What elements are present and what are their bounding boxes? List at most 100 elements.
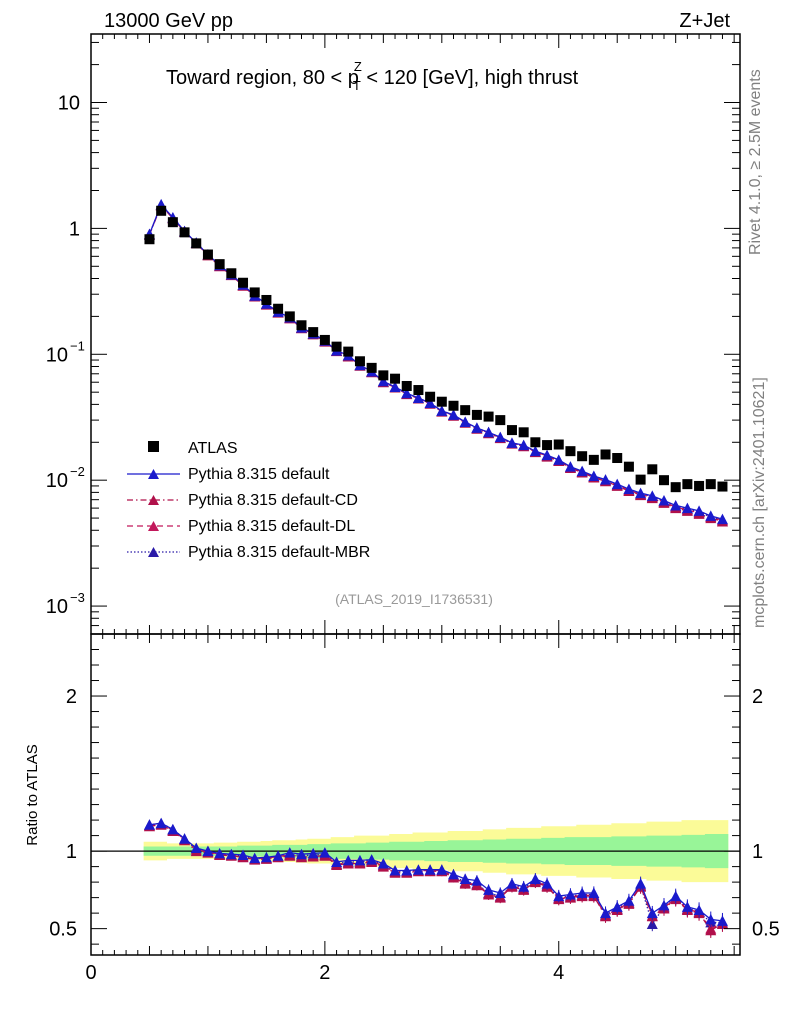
ratio-marker-default — [190, 842, 202, 853]
y-tick-label: 10 — [46, 344, 68, 366]
marker-default — [588, 470, 600, 481]
ratio-marker-default — [202, 845, 214, 857]
x-tick-label: 4 — [553, 962, 564, 984]
y-tick-label-ratio-right: 1 — [752, 841, 763, 863]
marker-atlas — [506, 425, 517, 436]
ratio-marker-default — [658, 899, 670, 911]
marker-atlas — [518, 427, 529, 438]
y-tick-label-ratio-right: 2 — [752, 686, 763, 708]
marker-atlas — [249, 287, 260, 298]
ratio-marker-default — [272, 850, 284, 861]
marker-atlas — [238, 277, 249, 288]
y-tick-label: 10 — [46, 596, 68, 618]
ratio-marker-default — [518, 881, 530, 892]
energy-label: 13000 GeV pp — [104, 10, 233, 32]
process-label: Z+Jet — [679, 10, 730, 32]
y-tick-label-ratio: 1 — [66, 841, 77, 863]
ratio-marker-default — [389, 864, 401, 876]
marker-atlas — [191, 238, 202, 249]
marker-atlas — [471, 409, 482, 420]
marker-default — [436, 405, 448, 416]
marker-atlas — [436, 396, 447, 407]
marker-atlas — [577, 451, 588, 462]
plot-title: Toward region, 80 < pZ T < 120 [GeV], hig… — [166, 59, 579, 93]
ratio-marker-default — [611, 901, 623, 912]
ratio-marker-default — [354, 854, 366, 866]
ratio-panel-frame — [90, 633, 741, 956]
marker-default — [576, 465, 588, 477]
y-tick-label-exponent: −1 — [70, 338, 85, 353]
marker-atlas — [144, 234, 155, 245]
y-tick-label-ratio: 0.5 — [49, 919, 77, 941]
marker-default — [483, 426, 495, 438]
marker-atlas — [542, 440, 553, 451]
y-tick-label-ratio: 2 — [66, 686, 77, 708]
ratio-marker-default — [471, 875, 483, 886]
marker-default — [518, 439, 530, 451]
title-subscript: T — [353, 78, 361, 93]
ratio-marker-default — [401, 864, 413, 876]
ratio-marker-default — [260, 851, 272, 863]
ratio-marker-default — [459, 873, 471, 885]
marker-atlas — [600, 449, 611, 460]
marker-default — [494, 431, 506, 443]
marker-atlas — [413, 385, 424, 396]
legend-label-default: Pythia 8.315 default — [188, 466, 330, 483]
marker-atlas — [717, 481, 728, 492]
marker-atlas — [390, 373, 401, 384]
ratio-marker-default — [588, 887, 600, 898]
ratio-marker-default — [331, 856, 343, 867]
marker-atlas — [343, 346, 354, 357]
marker-default — [553, 454, 565, 465]
ratio-marker-default — [249, 852, 261, 864]
marker-default — [681, 502, 693, 514]
marker-atlas — [401, 380, 412, 391]
legend-marker-atlas — [148, 441, 159, 452]
marker-atlas — [425, 391, 436, 402]
y-tick-label-ratio-right: 0.5 — [752, 919, 780, 941]
ratio-marker-default — [436, 864, 448, 875]
marker-default — [401, 387, 413, 399]
ratio-marker-default — [600, 907, 612, 919]
legend-entry-default: Pythia 8.315 default — [127, 466, 330, 483]
marker-atlas — [179, 227, 190, 238]
marker-default — [670, 499, 682, 511]
marker-atlas — [308, 327, 319, 338]
marker-default — [600, 474, 612, 485]
ratio-marker-default — [541, 878, 553, 889]
marker-default — [389, 381, 401, 392]
marker-atlas — [694, 480, 705, 491]
marker-default — [658, 494, 670, 506]
ratio-marker-default — [623, 895, 635, 906]
legend-entry-mbr: Pythia 8.315 default-MBR — [127, 544, 370, 561]
ratio-axis-label: Ratio to ATLAS — [24, 744, 41, 845]
ratio-marker-default — [506, 878, 518, 889]
ratio-marker-default — [635, 878, 647, 889]
marker-atlas — [167, 217, 178, 228]
marker-atlas — [261, 294, 272, 305]
title-superscript: Z — [354, 59, 362, 74]
marker-default — [412, 392, 424, 403]
marker-atlas — [214, 259, 225, 270]
marker-atlas — [530, 437, 541, 448]
marker-default — [529, 445, 541, 457]
marker-atlas — [284, 311, 295, 322]
x-tick-label: 0 — [85, 962, 96, 984]
legend-label-mbr: Pythia 8.315 default-MBR — [188, 544, 370, 561]
y-tick-label: 10 — [58, 92, 80, 114]
marker-atlas — [647, 464, 658, 475]
ratio-marker-default — [237, 849, 249, 860]
legend-label-cd: Pythia 8.315 default-CD — [188, 492, 358, 509]
ratio-marker-default — [705, 913, 717, 925]
marker-atlas — [448, 400, 459, 411]
ratio-marker-default — [319, 847, 331, 858]
marker-atlas — [623, 461, 634, 472]
legend-marker-default — [148, 469, 159, 479]
ratio-marker-default — [179, 833, 191, 844]
ratio-marker-default — [494, 887, 506, 898]
y-tick-label: 10 — [46, 470, 68, 492]
marker-atlas — [366, 362, 377, 373]
marker-default — [716, 513, 728, 525]
ratio-marker-default — [167, 823, 179, 835]
legend-marker-mbr — [148, 547, 159, 557]
